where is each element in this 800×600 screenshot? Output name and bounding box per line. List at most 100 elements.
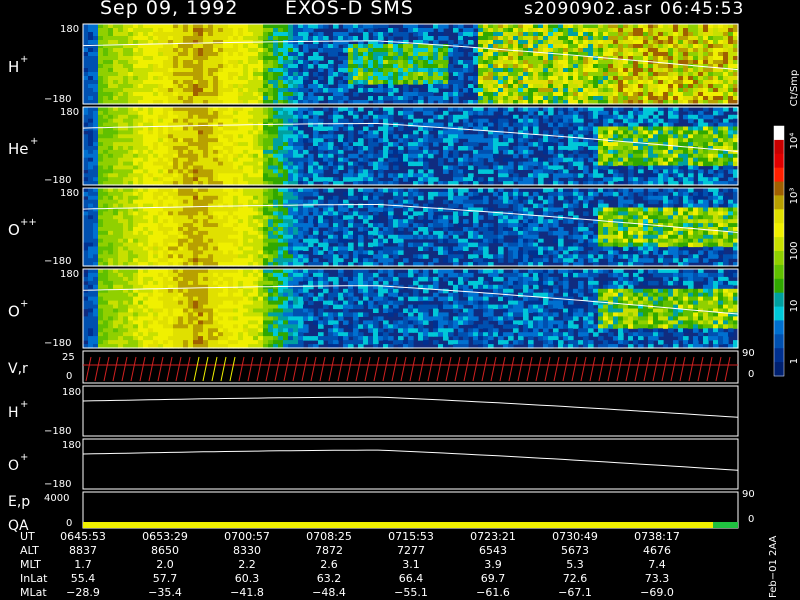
heatmap-cell: [223, 181, 229, 186]
heatmap-cell: [723, 96, 729, 101]
heatmap-cell: [543, 68, 549, 73]
heatmap-cell: [308, 161, 314, 167]
heatmap-cell: [393, 165, 399, 170]
heatmap-cell: [128, 24, 134, 29]
heatmap-cell: [378, 138, 384, 143]
heatmap-cell: [98, 215, 104, 220]
heatmap-cell: [603, 44, 609, 49]
heatmap-cell: [168, 96, 174, 101]
heatmap-cell: [373, 110, 379, 116]
heatmap-cell: [288, 60, 294, 65]
heatmap-cell: [98, 177, 104, 182]
heatmap-cell: [333, 177, 339, 182]
heatmap-cell: [693, 32, 699, 37]
heatmap-cell: [118, 122, 124, 128]
heatmap-cell: [563, 56, 569, 61]
heatmap-cell: [608, 169, 614, 174]
heatmap-cell: [193, 118, 199, 124]
heatmap-cell: [728, 72, 734, 77]
heatmap-cell: [103, 238, 109, 244]
heatmap-cell: [508, 36, 514, 41]
heatmap-cell: [658, 40, 664, 45]
heatmap-cell: [88, 246, 94, 251]
heatmap-cell: [138, 223, 144, 228]
heatmap-cell: [448, 153, 454, 159]
heatmap-cell: [448, 122, 454, 128]
heatmap-cell: [338, 100, 344, 105]
heatmap-cell: [358, 107, 364, 112]
heatmap-cell: [138, 114, 144, 120]
heatmap-cell: [88, 72, 94, 77]
heatmap-cell: [553, 157, 559, 163]
heatmap-cell: [733, 100, 739, 105]
heatmap-cell: [233, 177, 239, 182]
heatmap-cell: [438, 32, 444, 37]
heatmap-cell: [468, 165, 474, 170]
heatmap-cell: [723, 36, 729, 41]
heatmap-cell: [268, 44, 274, 49]
heatmap-cell: [233, 146, 239, 151]
heatmap-cell: [243, 142, 249, 147]
heatmap-cell: [413, 146, 419, 151]
heatmap-cell: [158, 72, 164, 77]
heatmap-cell: [158, 165, 164, 170]
heatmap-cell: [93, 191, 99, 197]
heatmap-cell: [108, 157, 114, 163]
heatmap-cell: [348, 28, 354, 33]
heatmap-cell: [303, 134, 309, 139]
heatmap-cell: [308, 138, 314, 143]
heatmap-cell: [198, 118, 204, 124]
heatmap-cell: [138, 203, 144, 209]
heatmap-cell: [578, 157, 584, 163]
heatmap-cell: [338, 36, 344, 41]
heatmap-cell: [443, 100, 449, 105]
heatmap-cell: [408, 68, 414, 73]
heatmap-cell: [93, 188, 99, 193]
heatmap-cell: [718, 122, 724, 128]
heatmap-cell: [198, 84, 204, 89]
heatmap-cell: [333, 72, 339, 77]
heatmap-cell: [158, 68, 164, 73]
heatmap-cell: [93, 126, 99, 131]
heatmap-cell: [163, 149, 169, 155]
heatmap-cell: [258, 24, 264, 29]
heatmap-cell: [213, 48, 219, 53]
heatmap-cell: [528, 80, 534, 85]
heatmap-cell: [718, 138, 724, 143]
heatmap-cell: [138, 254, 144, 259]
heatmap-cell: [643, 84, 649, 89]
heatmap-cell: [188, 177, 194, 182]
heatmap-cell: [483, 40, 489, 45]
heatmap-cell: [148, 223, 154, 228]
heatmap-cell: [268, 161, 274, 167]
heatmap-cell: [618, 64, 624, 69]
heatmap-cell: [528, 76, 534, 81]
heatmap-cell: [358, 52, 364, 57]
heatmap-cell: [593, 44, 599, 49]
axis-max-label: 180: [60, 107, 79, 118]
heatmap-cell: [133, 40, 139, 45]
heatmap-cell: [258, 146, 264, 151]
heatmap-cell: [168, 100, 174, 105]
heatmap-cell: [378, 149, 384, 155]
heatmap-cell: [168, 169, 174, 174]
heatmap-cell: [268, 142, 274, 147]
heatmap-cell: [408, 96, 414, 101]
heatmap-cell: [653, 44, 659, 49]
heatmap-cell: [128, 92, 134, 97]
heatmap-cell: [353, 80, 359, 85]
heatmap-cell: [383, 138, 389, 143]
heatmap-cell: [468, 142, 474, 147]
heatmap-cell: [363, 100, 369, 105]
heatmap-cell: [228, 138, 234, 143]
heatmap-cell: [178, 114, 184, 120]
heatmap-cell: [188, 88, 194, 93]
heatmap-cell: [148, 188, 154, 193]
heatmap-cell: [533, 122, 539, 128]
heatmap-cell: [508, 92, 514, 97]
heatmap-cell: [183, 110, 189, 116]
heatmap-cell: [208, 48, 214, 53]
heatmap-cell: [418, 107, 424, 112]
heatmap-cell: [443, 64, 449, 69]
